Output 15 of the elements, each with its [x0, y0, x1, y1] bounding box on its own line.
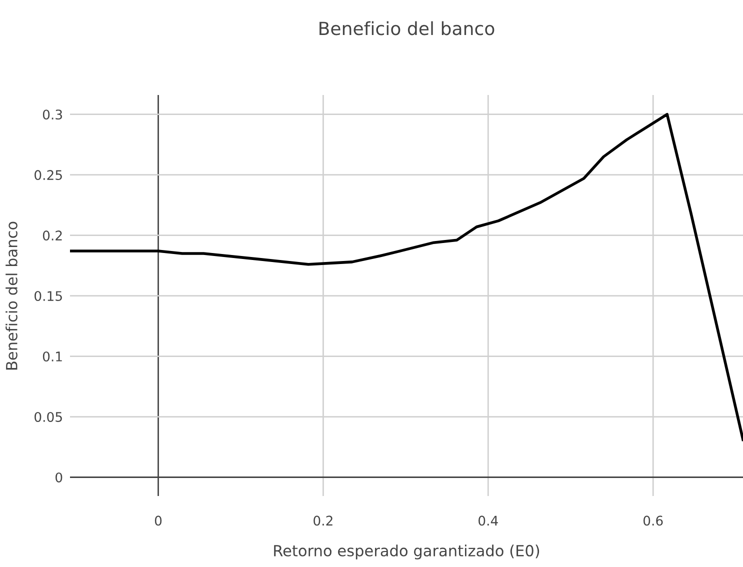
y-tick-label: 0.3	[42, 110, 62, 120]
x-tick-label: 0	[154, 516, 162, 526]
y-tick-label: 0.1	[42, 352, 62, 362]
line-series	[70, 112, 743, 442]
x-tick-label: 0.6	[643, 516, 663, 526]
x-axis-title: Retorno esperado garantizado (E0)	[274, 544, 540, 560]
y-axis-title: Beneficio del banco	[6, 222, 18, 370]
y-tick-label: 0.05	[34, 412, 62, 422]
y-tick-label: 0.15	[34, 291, 62, 302]
y-tick-label: 0	[56, 472, 62, 482]
chart-title: Beneficio del banco	[320, 21, 494, 36]
x-tick-label: 0.2	[314, 516, 332, 526]
x-tick-label: 0.4	[478, 516, 498, 526]
y-tick-label: 0.25	[34, 170, 62, 180]
y-tick-label: 0.2	[42, 230, 62, 241]
